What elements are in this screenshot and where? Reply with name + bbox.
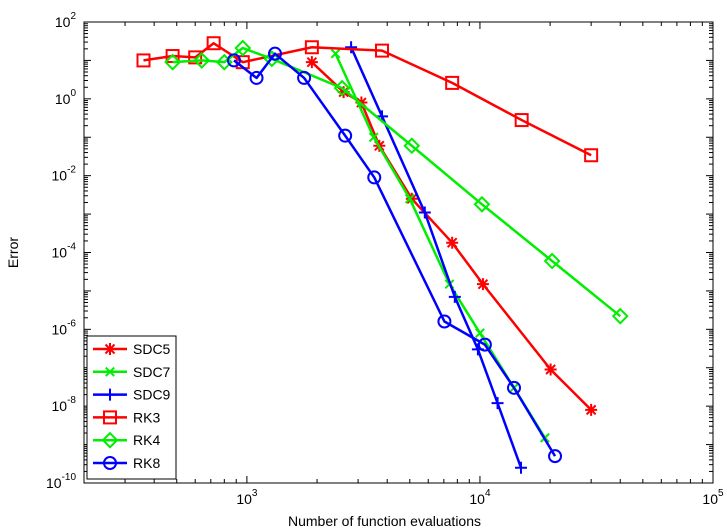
legend-marker bbox=[103, 410, 117, 425]
data-point-plus bbox=[448, 290, 461, 303]
data-point-x bbox=[368, 132, 379, 143]
data-point-circle bbox=[367, 170, 382, 185]
data-point-diamond bbox=[193, 52, 211, 69]
x-tick-label: 104 bbox=[469, 488, 491, 507]
data-point-square bbox=[375, 43, 390, 58]
legend-item: SDC7 bbox=[93, 364, 171, 380]
y-tick-label: 10-8 bbox=[52, 395, 77, 414]
data-point-diamond bbox=[234, 39, 252, 57]
x-axis-label: Number of function evaluations bbox=[288, 513, 481, 529]
legend-label: SDC7 bbox=[133, 364, 171, 380]
data-point-square bbox=[445, 75, 460, 90]
legend-marker bbox=[105, 366, 115, 377]
data-point-x bbox=[330, 48, 341, 59]
y-tick-label: 10-4 bbox=[52, 242, 77, 261]
data-point-x bbox=[404, 193, 415, 204]
x-tick-label: 105 bbox=[702, 488, 724, 507]
data-point-square bbox=[188, 50, 203, 65]
series-sdc9 bbox=[345, 41, 527, 474]
data-point-diamond bbox=[543, 252, 561, 270]
data-point-x bbox=[475, 328, 485, 338]
data-point-circle bbox=[548, 449, 563, 464]
data-point-asterisk bbox=[585, 403, 598, 416]
legend-label: RK8 bbox=[133, 455, 160, 471]
data-point-diamond bbox=[164, 53, 182, 71]
y-tick-label: 102 bbox=[55, 11, 77, 30]
data-point-diamond bbox=[403, 137, 421, 155]
data-point-square bbox=[206, 36, 221, 51]
data-point-circle bbox=[267, 46, 282, 61]
x-tick-label: 103 bbox=[236, 488, 258, 507]
data-point-square bbox=[584, 148, 599, 163]
data-point-asterisk bbox=[337, 86, 350, 99]
data-point-plus bbox=[514, 461, 527, 474]
legend-marker bbox=[104, 343, 116, 355]
x-axis-ticks: 103 104 105 bbox=[83, 22, 724, 507]
data-point-plus bbox=[345, 41, 358, 54]
legend-label: SDC5 bbox=[133, 341, 171, 357]
legend: SDC5 SDC7 SDC9 RK3 RK4 RK8 bbox=[86, 335, 177, 480]
data-point-square bbox=[304, 40, 319, 55]
data-point-diamond bbox=[333, 79, 351, 97]
data-point-diamond bbox=[611, 307, 629, 325]
data-point-asterisk bbox=[544, 363, 557, 376]
data-point-circle bbox=[226, 53, 241, 68]
legend-item: RK4 bbox=[93, 431, 160, 449]
y-tick-label: 10-6 bbox=[52, 318, 77, 337]
legend-box bbox=[86, 335, 177, 480]
data-point-circle bbox=[338, 128, 353, 143]
data-point-asterisk bbox=[446, 236, 459, 249]
data-point-asterisk bbox=[476, 278, 489, 291]
data-point-circle bbox=[249, 70, 264, 85]
legend-marker bbox=[103, 456, 117, 470]
data-point-square bbox=[514, 113, 529, 128]
data-point-square bbox=[136, 53, 151, 68]
data-point-asterisk bbox=[305, 56, 318, 69]
data-point-circle bbox=[507, 380, 522, 395]
data-point-plus bbox=[491, 397, 504, 410]
legend-item: RK3 bbox=[93, 409, 160, 425]
series-rk8 bbox=[226, 46, 563, 464]
legend-item: RK8 bbox=[93, 455, 160, 471]
y-tick-label: 10-10 bbox=[46, 472, 76, 491]
legend-label: RK4 bbox=[133, 432, 160, 448]
legend-marker bbox=[104, 388, 116, 401]
data-point-circle bbox=[437, 314, 452, 329]
data-point-asterisk bbox=[405, 192, 418, 205]
legend-item: SDC5 bbox=[93, 341, 171, 357]
data-point-circle bbox=[297, 70, 312, 85]
legend-label: SDC9 bbox=[133, 387, 171, 403]
y-tick-label: 10-2 bbox=[52, 165, 77, 184]
y-tick-label: 100 bbox=[55, 88, 77, 107]
data-point-circle bbox=[477, 337, 492, 352]
series-line bbox=[233, 52, 557, 457]
legend-label: RK3 bbox=[133, 409, 160, 425]
y-axis-label: Error bbox=[5, 237, 21, 268]
data-point-diamond bbox=[473, 195, 491, 213]
series-layer bbox=[136, 36, 629, 474]
legend-item: SDC9 bbox=[93, 387, 171, 403]
data-point-plus bbox=[418, 206, 431, 219]
legend-marker bbox=[101, 431, 119, 449]
